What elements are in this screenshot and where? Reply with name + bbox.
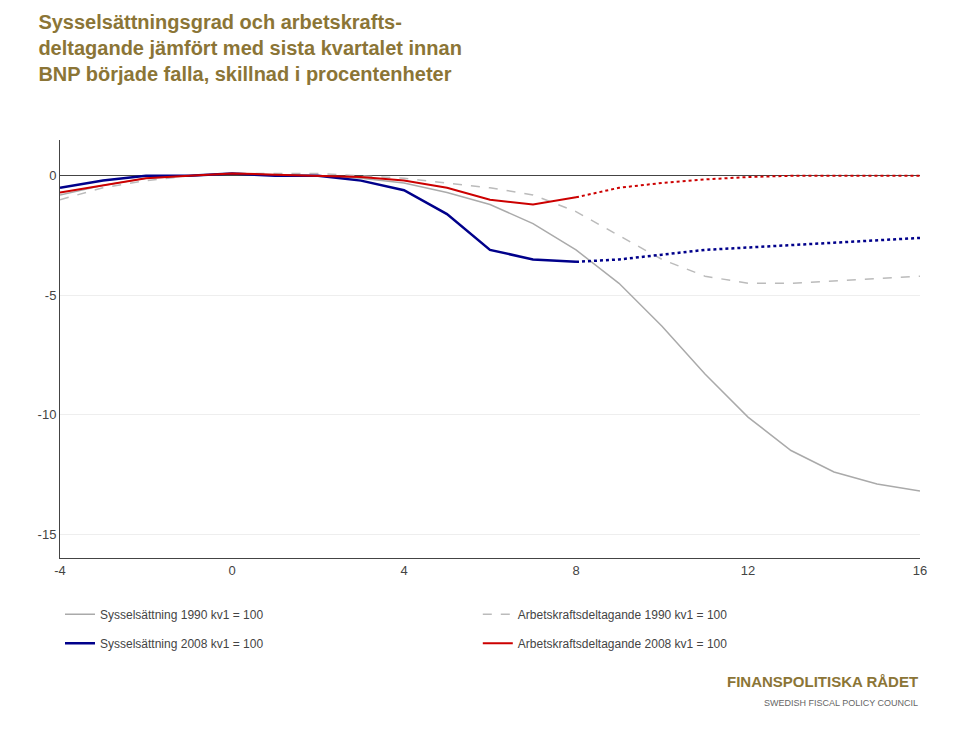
svg-text:4: 4 [400, 563, 407, 578]
svg-text:12: 12 [741, 563, 755, 578]
svg-text:-4: -4 [54, 563, 66, 578]
svg-text:Arbetskraftsdeltagande 2008 kv: Arbetskraftsdeltagande 2008 kv1 = 100 [518, 637, 727, 651]
svg-text:Arbetskraftsdeltagande 1990 kv: Arbetskraftsdeltagande 1990 kv1 = 100 [518, 608, 727, 622]
svg-text:8: 8 [572, 563, 579, 578]
svg-text:-10: -10 [38, 407, 57, 422]
svg-text:Sysselsättning 2008 kv1 = 100: Sysselsättning 2008 kv1 = 100 [100, 637, 263, 651]
svg-text:16: 16 [913, 563, 927, 578]
svg-text:FINANSPOLITISKA RÅDET: FINANSPOLITISKA RÅDET [727, 673, 918, 690]
svg-text:SWEDISH FISCAL POLICY COUNCIL: SWEDISH FISCAL POLICY COUNCIL [764, 698, 918, 708]
svg-text:-5: -5 [45, 288, 57, 303]
svg-text:-15: -15 [38, 527, 57, 542]
svg-text:Sysselsättningsgrad och arbets: Sysselsättningsgrad och arbetskrafts-del… [38, 11, 461, 85]
svg-text:0: 0 [49, 168, 56, 183]
svg-text:Sysselsättning 1990 kv1 = 100: Sysselsättning 1990 kv1 = 100 [100, 608, 263, 622]
svg-text:0: 0 [228, 563, 235, 578]
